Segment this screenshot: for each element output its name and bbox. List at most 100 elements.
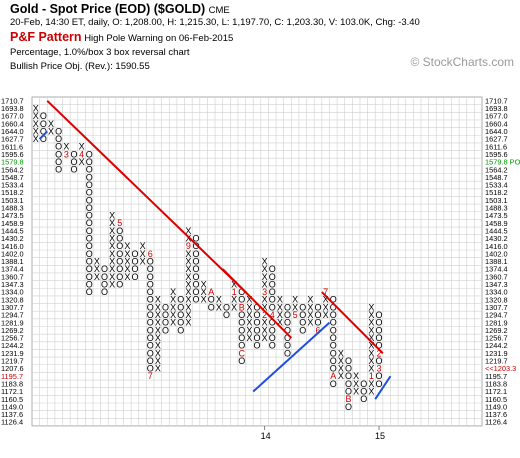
price-label-right: 1137.6 [485,410,507,419]
o-box: O [238,287,245,297]
o-box: O [192,241,199,251]
x-box: X [368,341,374,351]
x-box: X [155,318,161,328]
x-box: X [94,264,100,274]
o-box: O [284,310,291,320]
price-label-left: 1518.2 [1,188,24,197]
o-box: O [238,356,245,366]
o-box: O [86,165,93,175]
price-label-right: 1244.2 [485,341,508,350]
exchange-label: CME [208,5,230,16]
o-box: O [147,256,154,266]
o-box: O [299,318,306,328]
x-box: X [94,272,100,282]
o-box: O [315,310,322,320]
price-label-right: 1269.2 [485,326,508,335]
o-box: O [253,325,260,335]
o-box: O [284,318,291,328]
x-box: X [262,333,268,343]
o-box: O [147,356,154,366]
price-label-left: 1374.4 [1,265,24,274]
o-box: O [86,272,93,282]
o-box: O [345,402,352,412]
o-box: O [192,256,199,266]
price-label-left: 1402.0 [1,249,24,258]
x-box: X [33,126,39,136]
month-marker: 7 [148,371,153,381]
x-box: X [292,295,298,305]
month-marker: 6 [316,325,321,335]
price-label-left: 1183.8 [1,379,23,388]
o-box: O [269,325,276,335]
x-box: X [338,371,344,381]
price-label-left: 1710.7 [1,96,24,105]
price-label-right: 1307.7 [485,303,508,312]
x-box: X [140,249,146,259]
o-box: O [86,149,93,159]
o-box: O [330,295,337,305]
month-marker: 3 [377,364,382,374]
price-label-left: 1488.3 [1,204,24,213]
o-box: O [299,310,306,320]
price-label-left: 1503.1 [1,196,24,205]
x-axis-label: 15 [375,431,385,441]
o-box: O [55,149,62,159]
o-box: O [55,165,62,175]
o-box: O [284,302,291,312]
o-box: O [330,318,337,328]
o-box: O [284,348,291,358]
month-marker: 1 [232,287,237,297]
price-label-right: 1677.0 [485,112,508,121]
o-box: O [253,310,260,320]
o-box: O [131,264,138,274]
o-box: O [86,203,93,213]
x-box: X [48,126,54,136]
price-label-left: 1579.8 [1,158,24,167]
support-trendline [374,375,392,400]
o-box: O [315,302,322,312]
x-box: X [170,295,176,305]
x-box: X [368,318,374,328]
price-label-right: 1360.7 [485,272,508,281]
price-label-right: 1172.1 [485,387,507,396]
price-label-left: 1281.9 [1,318,24,327]
x-box: X [368,325,374,335]
month-marker: 1 [369,371,374,381]
price-label-left: 1219.7 [1,357,24,366]
price-label-right: 1388.1 [485,257,508,266]
o-box: O [299,325,306,335]
price-label-left: 1564.2 [1,165,24,174]
o-box: O [86,226,93,236]
x-box: X [231,302,237,312]
price-label-left: 1458.9 [1,219,24,228]
x-box: X [155,364,161,374]
o-box: O [86,234,93,244]
o-box: O [330,356,337,366]
o-box: O [116,272,123,282]
o-box: O [101,264,108,274]
o-box: O [147,302,154,312]
month-marker: 4 [270,310,275,320]
x-box: X [185,226,191,236]
o-box: O [147,272,154,282]
x-box: X [185,318,191,328]
quote-line: 20-Feb, 14:30 ET, daily, O: 1,208.00, H:… [10,17,420,28]
o-box: O [223,302,230,312]
price-label-right: 1548.7 [485,173,508,182]
o-box: O [55,142,62,152]
x-box: X [109,249,115,259]
x-box: X [201,279,207,289]
o-box: O [360,394,367,404]
x-box: X [307,310,313,320]
o-box: O [147,341,154,351]
o-box: O [269,295,276,305]
x-box: X [170,318,176,328]
x-box: X [368,348,374,358]
o-box: O [269,318,276,328]
o-box: O [40,111,47,121]
price-label-right: 1503.1 [485,196,508,205]
o-box: O [376,310,383,320]
o-box: O [116,234,123,244]
price-label-right: 1627.7 [485,135,508,144]
o-box: O [86,279,93,289]
